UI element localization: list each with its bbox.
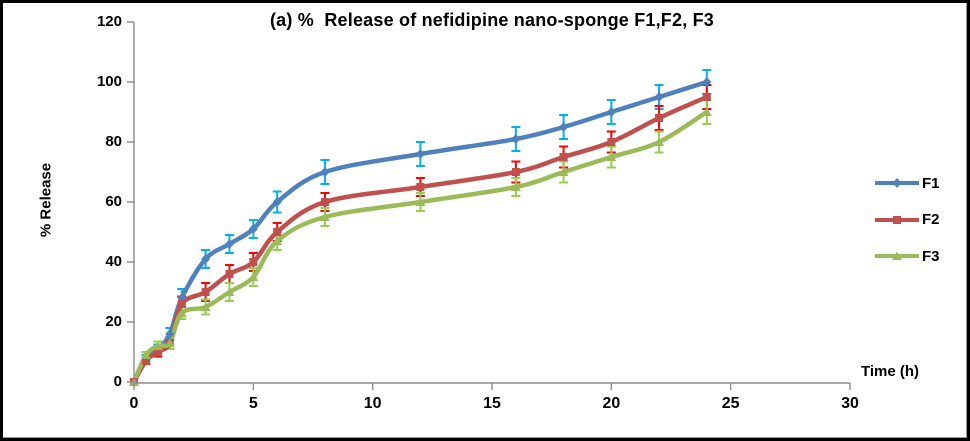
chart-title: (a) % Release of nefidipine nano-sponge … [269, 10, 715, 30]
y-axis-tick-label: 40 [105, 253, 122, 270]
error-bars-F1 [141, 69, 712, 362]
y-axis-tick-label: 120 [96, 13, 122, 30]
legend-item-F1: F1 [874, 170, 940, 196]
error-bars-F3 [141, 99, 712, 359]
y-axis-title: % Release [37, 162, 55, 238]
x-axis-tick-label: 30 [841, 395, 859, 412]
legend-label-F2: F2 [922, 211, 940, 228]
x-axis-tick-label: 10 [363, 395, 382, 412]
legend-label-F1: F1 [922, 174, 940, 192]
legend-swatch-F2 [875, 215, 919, 224]
legend-label-F3: F3 [922, 247, 940, 265]
series-markers-F3 [129, 107, 712, 386]
series-markers-F1 [129, 77, 712, 387]
axes [127, 21, 851, 390]
x-axis-tick-label: 15 [483, 395, 501, 412]
x-axis-tick-label: 5 [248, 395, 258, 412]
series-line-F1 [131, 79, 710, 385]
y-axis-tick-label: 0 [113, 373, 122, 390]
y-axis-tick-label: 60 [105, 193, 122, 210]
x-axis-tick-label: 20 [602, 395, 621, 412]
y-axis-tick-label: 80 [105, 133, 122, 150]
series-line-F3 [131, 109, 710, 385]
x-axis-tick-label: 25 [721, 395, 740, 412]
legend-swatch-F1 [875, 178, 919, 188]
y-axis-tick-label: 100 [96, 73, 122, 90]
x-axis-title: Time (h) [860, 363, 920, 380]
legend-item-F3: F3 [874, 243, 940, 269]
x-axis-tick-label: 0 [129, 395, 139, 412]
error-bars-F2 [141, 84, 712, 365]
series-line-F2 [131, 94, 710, 385]
legend-item-F2: F2 [874, 207, 940, 233]
legend-swatch-F3 [875, 251, 919, 260]
y-axis-tick-label: 20 [105, 313, 122, 330]
